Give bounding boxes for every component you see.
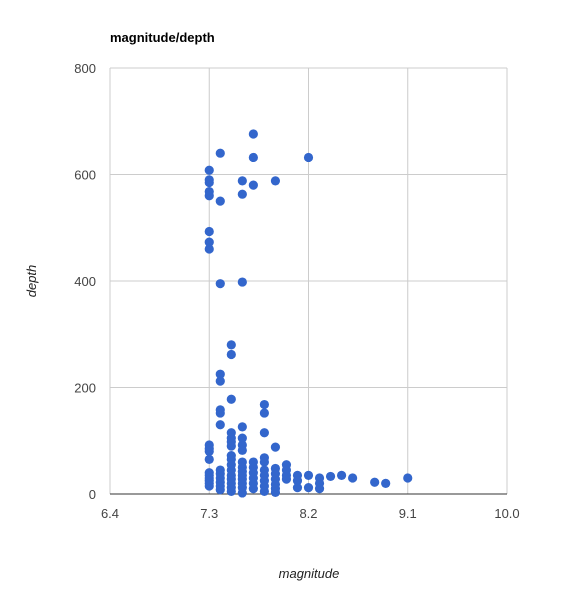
y-tick-label: 600 <box>74 168 96 183</box>
y-axis-title: depth <box>24 265 39 298</box>
scatter-point <box>314 484 325 494</box>
scatter-point <box>215 485 225 495</box>
scatter-point <box>303 470 314 480</box>
data-points <box>204 129 413 498</box>
scatter-point <box>292 476 303 486</box>
y-tick-label: 200 <box>74 381 96 396</box>
x-axis-title: magnitude <box>279 566 340 581</box>
scatter-point <box>204 446 214 456</box>
scatter-point <box>215 369 225 379</box>
x-tick-label: 8.2 <box>299 506 317 521</box>
scatter-point <box>226 486 236 496</box>
scatter-point <box>259 428 269 438</box>
scatter-point <box>248 129 258 139</box>
y-tick-label: 400 <box>74 274 96 289</box>
scatter-point <box>204 481 214 491</box>
scatter-point <box>204 237 214 247</box>
scatter-point <box>215 420 225 430</box>
scatter-point <box>215 408 225 418</box>
scatter-point <box>336 470 347 480</box>
scatter-point <box>215 279 225 289</box>
scatter-point <box>237 433 247 443</box>
scatter-point <box>215 148 225 158</box>
scatter-point <box>259 457 269 467</box>
scatter-point <box>237 189 247 199</box>
scatter-point <box>204 177 214 188</box>
scatter-point <box>215 376 225 386</box>
scatter-point <box>348 473 358 483</box>
scatter-point <box>270 442 281 452</box>
scatter-point <box>204 226 214 237</box>
scatter-point <box>270 487 281 498</box>
x-tick-label: 6.4 <box>101 506 119 521</box>
scatter-point <box>259 399 269 410</box>
scatter-point <box>204 454 214 464</box>
scatter-point <box>204 165 214 175</box>
scatter-point <box>370 477 380 487</box>
scatter-point <box>237 488 247 498</box>
scatter-point <box>325 471 336 482</box>
scatter-point <box>248 180 258 190</box>
scatter-point <box>259 408 269 418</box>
axes: 6.4 7.3 8.2 9.1 10.0 0 200 400 600 800 <box>74 61 519 521</box>
y-tick-label: 0 <box>89 487 96 502</box>
x-tick-label: 9.1 <box>399 506 417 521</box>
scatter-point <box>226 340 236 350</box>
x-tick-label: 10.0 <box>494 506 519 521</box>
scatter-point <box>259 486 269 496</box>
scatter-point <box>303 483 314 493</box>
scatter-point <box>204 244 214 254</box>
scatter-point <box>248 152 258 163</box>
scatter-point <box>237 277 247 287</box>
scatter-point <box>403 473 413 483</box>
scatter-point <box>281 474 292 484</box>
y-tick-label: 800 <box>74 61 96 76</box>
scatter-point <box>226 349 236 360</box>
scatter-point <box>226 394 236 404</box>
scatter-point <box>303 152 314 163</box>
scatter-point <box>381 478 391 488</box>
scatter-point <box>237 445 247 455</box>
scatter-point <box>237 422 247 432</box>
scatter-point <box>270 176 281 186</box>
scatter-point <box>226 441 236 451</box>
grid <box>109 67 508 494</box>
scatter-point <box>237 176 247 186</box>
scatter-point <box>292 483 303 493</box>
chart-title: magnitude/depth <box>110 30 215 45</box>
scatter-point <box>248 484 258 494</box>
scatter-point <box>215 196 225 206</box>
x-tick-label: 7.3 <box>200 506 218 521</box>
scatter-point <box>204 191 214 201</box>
